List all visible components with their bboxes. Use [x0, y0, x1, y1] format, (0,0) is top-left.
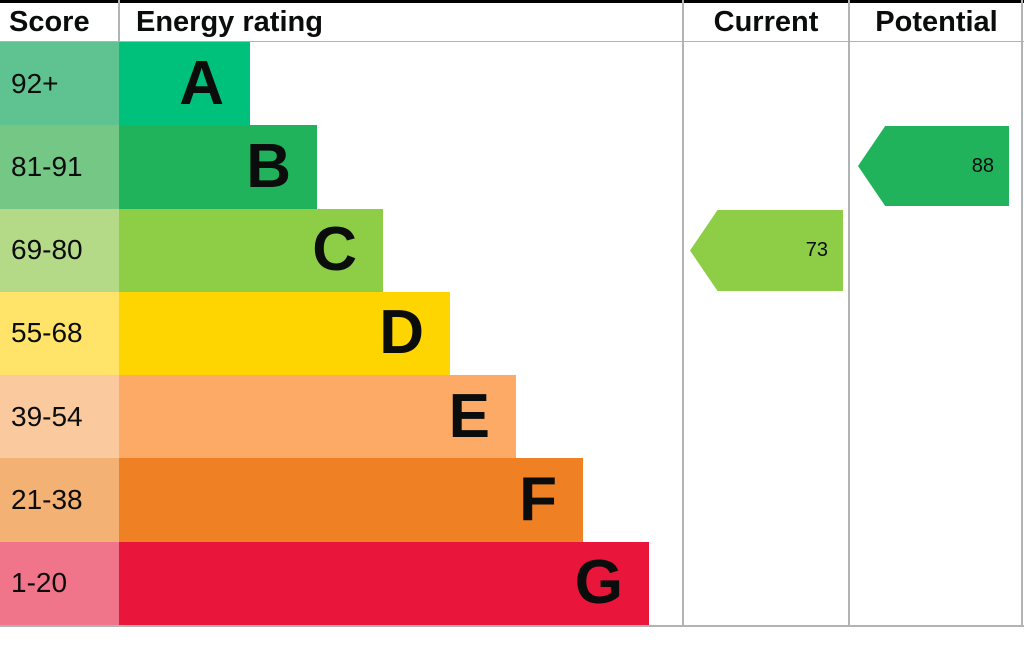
current-rating-value: 73 [805, 239, 828, 261]
band-score-range: 55-68 [0, 291, 119, 376]
band-score-range: 81-91 [0, 125, 119, 209]
band-score-range: 69-80 [0, 208, 119, 292]
band-score-range: 92+ [0, 42, 119, 126]
band-rows: 92+ A 81-91 B 69-80 C 55-68 D 39-54 E 21… [0, 42, 1024, 625]
current-column-divider [682, 0, 684, 627]
header-current: Current [713, 6, 819, 38]
band-letter: C [312, 215, 357, 285]
score-column-divider [118, 0, 120, 41]
header-row: Score Energy rating Current Potential [0, 3, 1024, 41]
band-letter: D [379, 298, 424, 368]
band-row-d: 55-68 D [0, 291, 1024, 376]
band-row-a: 92+ A [0, 42, 1024, 126]
potential-column-divider [848, 0, 850, 627]
band-bar: F [119, 458, 583, 542]
band-score-range: 39-54 [0, 375, 119, 459]
header-energy-rating: Energy rating [136, 6, 323, 38]
band-row-b: 81-91 B [0, 125, 1024, 209]
header-potential: Potential [875, 6, 998, 38]
band-bar: B [119, 125, 317, 209]
band-bar: C [119, 208, 383, 292]
potential-rating-value: 88 [971, 154, 994, 177]
band-row-g: 1-20 G [0, 541, 1024, 625]
band-letter: G [574, 548, 623, 618]
header-score: Score [9, 6, 90, 38]
band-bar: E [119, 375, 516, 459]
band-bar: G [119, 541, 649, 625]
band-score-range: 1-20 [0, 541, 119, 625]
potential-rating-arrow: 88 [858, 126, 1009, 206]
band-row-c: 69-80 C [0, 208, 1024, 292]
top-border-line [0, 0, 1024, 3]
header-divider-line [0, 41, 1024, 42]
band-letter: A [179, 48, 224, 118]
band-bar: A [119, 42, 250, 126]
band-letter: F [519, 465, 557, 535]
right-border-line [1021, 0, 1023, 627]
current-rating-arrow: 73 [690, 210, 843, 291]
band-letter: B [246, 131, 291, 201]
band-letter: E [448, 381, 490, 451]
band-row-e: 39-54 E [0, 375, 1024, 459]
band-score-range: 21-38 [0, 458, 119, 542]
bottom-border-line [0, 625, 1024, 627]
band-bar: D [119, 291, 450, 376]
band-row-f: 21-38 F [0, 458, 1024, 542]
